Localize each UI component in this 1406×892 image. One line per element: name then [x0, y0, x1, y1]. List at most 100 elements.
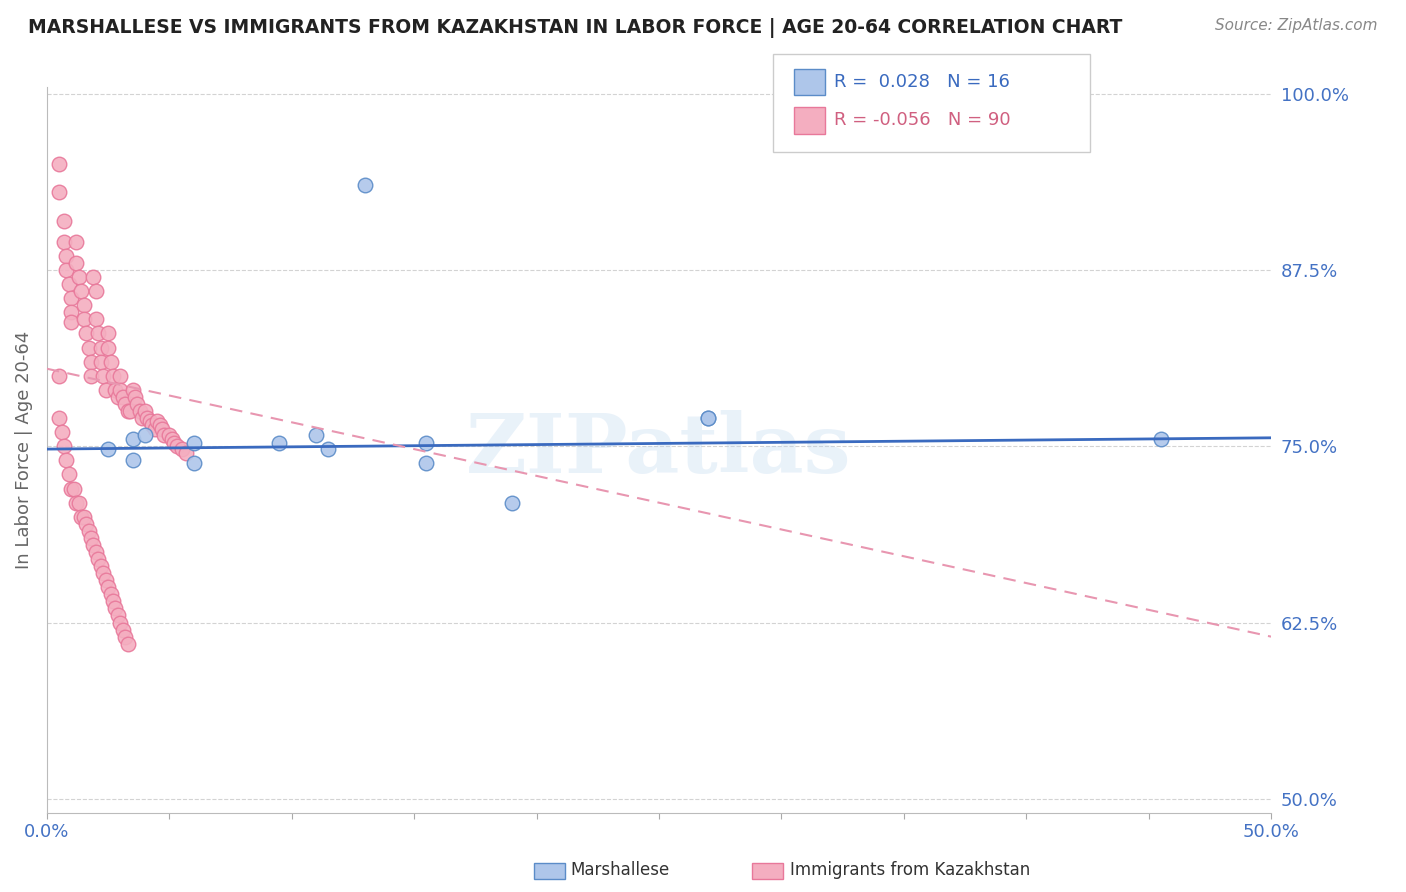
Point	[114, 630, 136, 644]
Point	[80, 531, 103, 545]
Point	[121, 453, 143, 467]
Point	[84, 545, 107, 559]
Point	[134, 404, 156, 418]
Point	[100, 354, 122, 368]
Point	[70, 284, 93, 298]
Point	[77, 524, 100, 538]
Point	[72, 509, 94, 524]
Point	[120, 404, 142, 418]
Point	[163, 436, 186, 450]
Point	[150, 422, 173, 436]
Point	[415, 456, 437, 470]
Point	[87, 326, 110, 341]
Point	[60, 291, 83, 305]
Point	[501, 496, 523, 510]
Point	[117, 404, 139, 418]
Point	[110, 615, 132, 630]
Point	[53, 439, 76, 453]
Point	[91, 566, 114, 581]
Point	[65, 235, 87, 249]
Text: MARSHALLESE VS IMMIGRANTS FROM KAZAKHSTAN IN LABOR FORCE | AGE 20-64 CORRELATION: MARSHALLESE VS IMMIGRANTS FROM KAZAKHSTA…	[28, 18, 1122, 37]
Point	[183, 456, 205, 470]
Point	[138, 414, 160, 428]
Point	[67, 270, 90, 285]
Point	[134, 428, 156, 442]
Point	[146, 414, 169, 428]
Text: Source: ZipAtlas.com: Source: ZipAtlas.com	[1215, 18, 1378, 33]
Point	[84, 284, 107, 298]
Text: ZIPatlas: ZIPatlas	[467, 409, 852, 490]
Point	[63, 482, 86, 496]
Point	[129, 404, 152, 418]
Point	[91, 368, 114, 383]
Point	[141, 418, 163, 433]
Point	[101, 594, 124, 608]
Point	[170, 442, 193, 456]
Point	[153, 428, 176, 442]
Point	[110, 383, 132, 397]
Point	[55, 249, 77, 263]
Point	[55, 263, 77, 277]
Point	[48, 157, 70, 171]
Point	[48, 186, 70, 200]
Point	[104, 383, 127, 397]
Point	[65, 256, 87, 270]
Point	[72, 312, 94, 326]
Text: Immigrants from Kazakhstan: Immigrants from Kazakhstan	[790, 861, 1031, 879]
Point	[80, 368, 103, 383]
Point	[318, 442, 340, 456]
Point	[94, 573, 117, 587]
Point	[55, 453, 77, 467]
Point	[75, 516, 97, 531]
Point	[80, 354, 103, 368]
Point	[60, 482, 83, 496]
Point	[121, 432, 143, 446]
Point	[48, 368, 70, 383]
Point	[67, 496, 90, 510]
Point	[110, 368, 132, 383]
Point	[160, 432, 183, 446]
Point	[111, 390, 134, 404]
Text: R =  0.028   N = 16: R = 0.028 N = 16	[834, 73, 1010, 91]
Point	[148, 418, 170, 433]
Point	[94, 383, 117, 397]
Point	[697, 411, 720, 425]
Point	[269, 436, 291, 450]
Point	[101, 368, 124, 383]
Point	[65, 496, 87, 510]
Point	[107, 608, 129, 623]
Point	[84, 312, 107, 326]
Point	[90, 354, 112, 368]
Point	[60, 305, 83, 319]
Point	[697, 411, 720, 425]
Text: R = -0.056   N = 90: R = -0.056 N = 90	[834, 112, 1011, 129]
Point	[127, 397, 149, 411]
Point	[58, 467, 80, 482]
Point	[87, 552, 110, 566]
Point	[97, 326, 120, 341]
Point	[97, 341, 120, 355]
Point	[53, 213, 76, 227]
Point	[53, 235, 76, 249]
Point	[117, 637, 139, 651]
Point	[176, 446, 198, 460]
Point	[82, 538, 104, 552]
Text: Marshallese: Marshallese	[571, 861, 671, 879]
Point	[131, 411, 153, 425]
Point	[60, 315, 83, 329]
Point	[97, 580, 120, 594]
Point	[305, 428, 328, 442]
Point	[111, 623, 134, 637]
Point	[90, 559, 112, 574]
Point	[124, 390, 146, 404]
Point	[183, 436, 205, 450]
Point	[157, 428, 180, 442]
Point	[72, 298, 94, 312]
Point	[143, 422, 166, 436]
Y-axis label: In Labor Force | Age 20-64: In Labor Force | Age 20-64	[15, 331, 32, 569]
Point	[107, 390, 129, 404]
Point	[136, 411, 159, 425]
Point	[70, 509, 93, 524]
Point	[77, 341, 100, 355]
Point	[90, 341, 112, 355]
